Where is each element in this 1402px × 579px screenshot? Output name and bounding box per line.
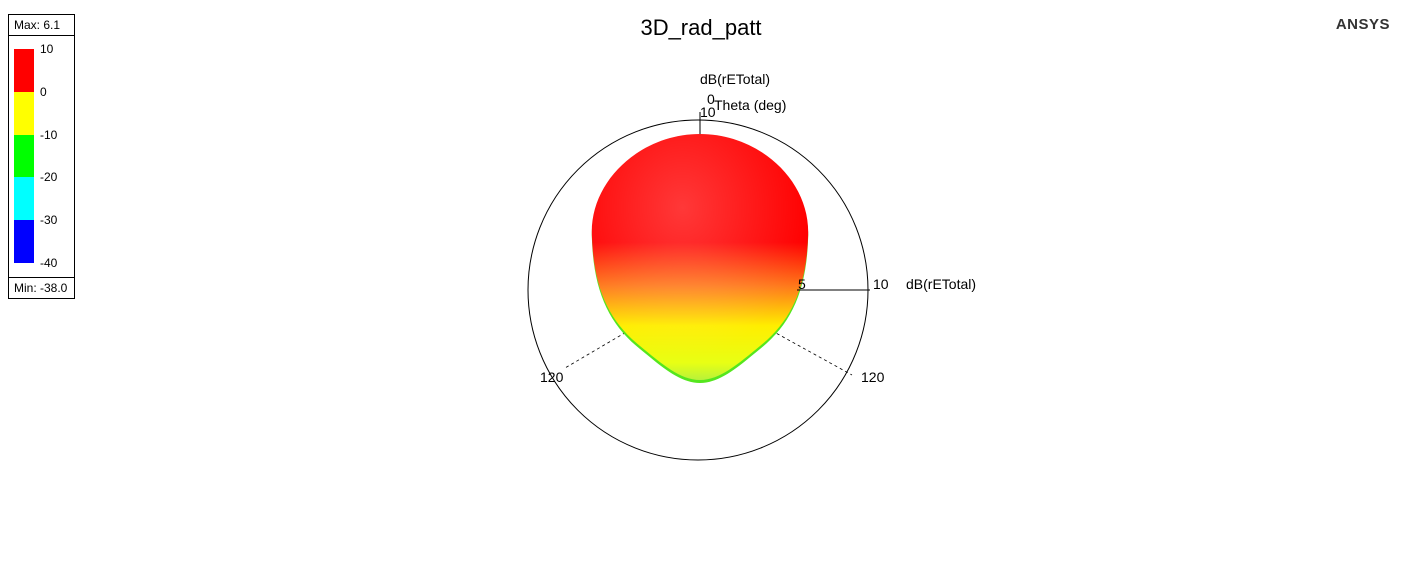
x-axis-tick-5: 5 xyxy=(798,276,806,292)
plot-title: 3D_rad_patt xyxy=(640,15,762,40)
legend-band xyxy=(14,49,34,92)
z-axis-tick-10: 10 xyxy=(700,104,716,120)
legend-tick-label: -30 xyxy=(40,213,58,228)
z-axis-quantity-label: dB(rETotal) xyxy=(700,71,770,87)
x-axis-quantity-label: dB(rETotal) xyxy=(906,276,976,292)
theta-120-left-label: 120 xyxy=(540,369,564,385)
theta-axis-label: Theta (deg) xyxy=(714,97,786,113)
legend-min-label: Min: -38.0 xyxy=(9,277,74,298)
legend-tick-label: -20 xyxy=(40,170,58,185)
legend-max-label: Max: 6.1 xyxy=(9,15,74,36)
x-axis-tick-10: 10 xyxy=(873,276,889,292)
radiation-lobe xyxy=(591,134,809,383)
legend-tick-label: -40 xyxy=(40,256,58,270)
brand-logo: ANSYS xyxy=(1335,16,1390,33)
legend-band xyxy=(14,220,34,263)
theta-120-right-line xyxy=(697,289,853,376)
legend-tick-label: 10 xyxy=(40,42,54,56)
legend-colorbar xyxy=(14,49,34,263)
legend-tick-label: -10 xyxy=(40,127,58,142)
legend-tick-label: 0 xyxy=(40,84,47,99)
legend-band xyxy=(14,134,34,178)
legend-band xyxy=(14,91,34,135)
z-axis-tick-0: 0 xyxy=(707,91,715,107)
color-legend: Max: 6.1 10 0 -10 -20 -30 -40 Min: -38.0 xyxy=(8,14,75,299)
theta-120-right-label: 120 xyxy=(861,369,885,385)
legend-band xyxy=(14,177,34,221)
